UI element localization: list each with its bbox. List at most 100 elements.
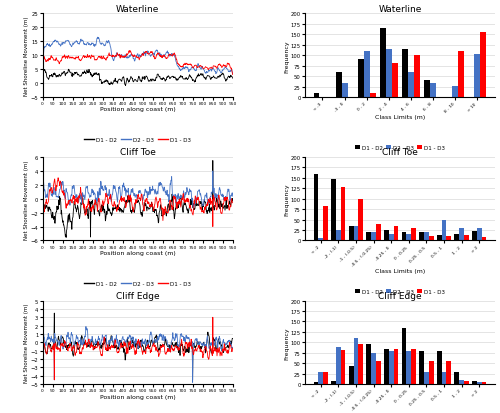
Bar [349, 367, 354, 384]
Bar [354, 338, 358, 384]
Bar [454, 373, 459, 384]
Bar [424, 233, 428, 241]
Bar [349, 226, 354, 241]
Bar [314, 174, 318, 241]
Bar [388, 235, 394, 241]
X-axis label: Class Limits (m): Class Limits (m) [375, 115, 425, 120]
Bar [364, 52, 370, 98]
Legend: D1 - D2, D2 - D3, D1 - D3: D1 - D2, D2 - D3, D1 - D3 [82, 279, 193, 288]
Legend: D1 - D2, D2 - D3, D1 - D3: D1 - D2, D2 - D3, D1 - D3 [352, 287, 448, 297]
Title: Cliff Edge: Cliff Edge [378, 291, 422, 300]
Bar [408, 73, 414, 98]
Bar [437, 236, 442, 241]
Bar [323, 207, 328, 241]
Bar [411, 349, 416, 384]
Bar [437, 351, 442, 384]
Bar [314, 382, 318, 384]
Bar [411, 228, 416, 241]
Bar [402, 233, 406, 241]
Bar [464, 236, 468, 241]
Title: Waterline: Waterline [116, 5, 160, 14]
Y-axis label: Net Shoreline Movement (m): Net Shoreline Movement (m) [24, 159, 29, 239]
Bar [358, 60, 364, 98]
Bar [318, 372, 323, 384]
Bar [454, 235, 459, 241]
Bar [384, 349, 388, 384]
Bar [392, 64, 398, 98]
Bar [424, 372, 428, 384]
Bar [446, 237, 451, 241]
Bar [442, 221, 446, 241]
Bar [386, 50, 392, 98]
Bar [371, 233, 376, 241]
Bar [340, 188, 345, 241]
Bar [480, 33, 486, 98]
X-axis label: Position along coast (m): Position along coast (m) [100, 107, 176, 112]
Title: Cliff Edge: Cliff Edge [116, 291, 160, 300]
Bar [459, 228, 464, 241]
Bar [419, 233, 424, 241]
Bar [406, 351, 411, 384]
Bar [358, 344, 363, 384]
Bar [388, 351, 394, 384]
Bar [414, 56, 420, 98]
Bar [370, 93, 376, 98]
Y-axis label: Frequency: Frequency [284, 326, 289, 359]
Legend: D1 - D2, D2 - D3, D1 - D3: D1 - D2, D2 - D3, D1 - D3 [82, 135, 193, 145]
Y-axis label: Net Shoreline Movement (m): Net Shoreline Movement (m) [24, 303, 29, 382]
Y-axis label: Frequency: Frequency [284, 183, 289, 216]
Title: Cliff Toe: Cliff Toe [382, 148, 418, 157]
Bar [446, 361, 451, 384]
X-axis label: Position along coast (m): Position along coast (m) [100, 250, 176, 255]
Bar [314, 93, 320, 98]
Bar [464, 381, 468, 384]
Bar [458, 52, 464, 98]
Bar [402, 50, 408, 98]
X-axis label: Position along coast (m): Position along coast (m) [100, 394, 176, 399]
Bar [442, 373, 446, 384]
Bar [371, 353, 376, 384]
Legend: D1 - D2, D2 - D3, D1 - D3: D1 - D2, D2 - D3, D1 - D3 [352, 144, 448, 153]
Bar [394, 349, 398, 384]
Bar [430, 84, 436, 98]
Bar [472, 381, 477, 384]
Bar [323, 373, 328, 384]
Bar [354, 226, 358, 241]
Bar [318, 239, 323, 241]
Bar [376, 361, 380, 384]
X-axis label: Class Limits (m): Class Limits (m) [375, 269, 425, 274]
Bar [384, 230, 388, 241]
Bar [459, 380, 464, 384]
Bar [336, 73, 342, 98]
Bar [336, 347, 340, 384]
Bar [477, 228, 482, 241]
Bar [342, 84, 347, 98]
Bar [376, 224, 380, 241]
Title: Cliff Toe: Cliff Toe [120, 148, 156, 157]
Bar [358, 199, 363, 241]
Bar [336, 230, 340, 241]
Title: Waterline: Waterline [378, 5, 422, 14]
Y-axis label: Net Shoreline Movement (m): Net Shoreline Movement (m) [24, 17, 29, 96]
Bar [428, 237, 434, 241]
Bar [340, 350, 345, 384]
Bar [419, 351, 424, 384]
Bar [477, 382, 482, 384]
Bar [474, 55, 480, 98]
Bar [394, 226, 398, 241]
Bar [406, 235, 411, 241]
Bar [452, 86, 458, 98]
Y-axis label: Frequency: Frequency [284, 40, 289, 72]
Bar [472, 232, 477, 241]
Bar [331, 381, 336, 384]
Bar [331, 179, 336, 241]
Bar [428, 361, 434, 384]
Bar [380, 29, 386, 98]
Bar [366, 344, 371, 384]
Bar [482, 237, 486, 241]
X-axis label: Class Limits (m): Class Limits (m) [375, 412, 425, 413]
Bar [402, 328, 406, 384]
Bar [424, 81, 430, 98]
Bar [366, 233, 371, 241]
Bar [482, 382, 486, 384]
